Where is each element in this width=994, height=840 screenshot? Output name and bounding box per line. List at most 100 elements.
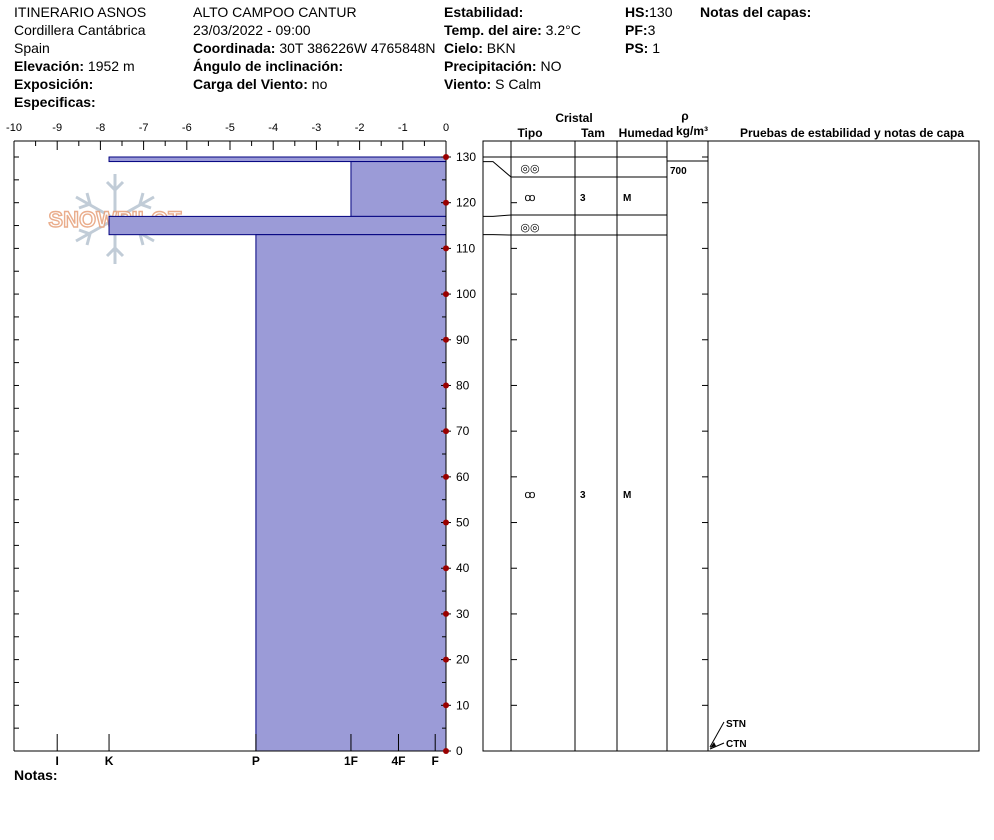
height-tick-label: 130: [456, 150, 476, 164]
height-tick-label: 0: [456, 744, 463, 758]
grain-size-value: 3: [580, 193, 586, 204]
temp-tick-label: -8: [96, 122, 106, 134]
header-pruebas: Pruebas de estabilidad y notas de capa: [740, 126, 964, 140]
header-col1: ITINERARIO ASNOS Cordillera Cantábrica S…: [14, 3, 146, 111]
header-line: HS:130: [625, 4, 673, 20]
temp-tick-label: -2: [355, 122, 365, 134]
temp-tick-label: -6: [182, 122, 192, 134]
layer-connector-line: [483, 161, 512, 178]
layer-table-frame: [482, 140, 980, 752]
header-line: Exposición:: [14, 76, 94, 92]
header-tam: Tam: [581, 126, 605, 140]
height-tick-label: 90: [456, 333, 470, 347]
header-col5: Notas del capas:: [700, 3, 811, 21]
header-line: Estabilidad:: [444, 4, 524, 20]
height-tick-label: 110: [456, 241, 475, 255]
height-marker: [443, 382, 449, 389]
header-line: ALTO CAMPOO CANTUR: [193, 4, 357, 20]
hardness-tick-label: 1F: [344, 754, 358, 768]
hardness-tick-label: 4F: [391, 754, 405, 768]
hardness-tick-label: K: [105, 754, 114, 768]
notes-label: Notas:: [14, 767, 58, 783]
header-line: Coordinada: 30T 386226W 4765848N: [193, 40, 436, 56]
test-arrow-icon: [710, 742, 716, 748]
height-marker: [443, 519, 449, 526]
height-marker: [443, 154, 449, 160]
temp-tick-label: -5: [225, 122, 235, 134]
height-tick-label: 100: [456, 287, 476, 301]
header-line: Carga del Viento: no: [193, 76, 328, 92]
header-line: Temp. del aire: 3.2°C: [444, 22, 581, 38]
layer-connector-line: [483, 214, 512, 217]
temp-tick-label: -7: [139, 122, 149, 134]
grain-size-value: 3: [580, 490, 586, 501]
hardness-layer-bar: [108, 215, 447, 236]
header-line: Cielo: BKN: [444, 40, 516, 56]
header-line: ITINERARIO ASNOS: [14, 4, 147, 20]
temp-tick-label: -3: [312, 122, 322, 134]
grain-type-symbol: ◎◎: [520, 222, 539, 234]
grain-type-symbol: ◎◎: [520, 163, 539, 175]
hardness-layer-bar: [108, 156, 447, 163]
height-tick-label: 40: [456, 561, 470, 575]
hardness-layer-bar: [350, 161, 447, 217]
hardness-tick-label: P: [252, 754, 260, 768]
header-line: Notas del capas:: [700, 4, 812, 20]
height-marker: [443, 748, 449, 754]
temp-tick-label: -1: [398, 122, 408, 134]
header-col4: HS:130 PF:3 PS: 1: [625, 3, 672, 57]
header-humedad: Humedad: [619, 126, 674, 140]
wetness-value: M: [623, 490, 631, 501]
hardness-layer-bar: [255, 234, 447, 752]
height-marker: [443, 702, 449, 709]
header-line: Elevación: 1952 m: [14, 58, 135, 74]
header-line: Viento: S Calm: [444, 76, 541, 92]
header-line: Precipitación: NO: [444, 58, 562, 74]
header-line: PS: 1: [625, 40, 661, 56]
height-marker: [443, 656, 449, 663]
height-marker: [443, 473, 449, 480]
test-label-stn: STN: [726, 719, 746, 730]
height-tick-label: 60: [456, 470, 470, 484]
height-marker: [443, 245, 449, 252]
header-line: Spain: [14, 40, 50, 56]
height-tick-label: 70: [456, 424, 470, 438]
ctn-pointer: [709, 742, 725, 750]
hardness-tick-label: F: [432, 754, 439, 768]
layers-group: [108, 156, 447, 752]
header-cristal: Cristal: [555, 111, 592, 125]
height-marker: [443, 199, 449, 206]
wetness-value: M: [623, 193, 631, 204]
header-col2: ALTO CAMPOO CANTUR 23/03/2022 - 09:00 Co…: [193, 3, 436, 93]
density-value: 700: [670, 166, 687, 177]
grain-type-symbol: ꝏ: [524, 192, 535, 204]
table-group: Cristal ρ Tipo Tam Humedad kg/m³ Pruebas de es…: [482, 109, 980, 752]
height-tick-label: 50: [456, 516, 470, 530]
height-marker: [443, 610, 449, 617]
header-line: 23/03/2022 - 09:00: [193, 22, 311, 38]
header-line: Especificas:: [14, 94, 96, 110]
header-rho: ρ: [681, 109, 688, 123]
header-line: PF:3: [625, 22, 656, 38]
stn-pointer: [709, 721, 725, 748]
temp-tick-label: 0: [443, 122, 449, 134]
hardness-tick-label: I: [56, 754, 59, 768]
height-tick-label: 120: [456, 196, 476, 210]
height-marker: [443, 336, 449, 343]
height-tick-label: 20: [456, 653, 470, 667]
height-marker: [443, 565, 449, 572]
grain-type-symbol: ꝏ: [524, 489, 535, 501]
header-tipo: Tipo: [517, 126, 542, 140]
height-marker: [443, 428, 449, 435]
axes-group: -10 -9 -8 -7 -6 -5 -4 -3 -2 -1 0130120110100908070…: [6, 122, 476, 768]
height-tick-label: 10: [456, 698, 470, 712]
header-line: Cordillera Cantábrica: [14, 22, 146, 38]
height-marker: [443, 291, 449, 298]
header-density-unit: kg/m³: [676, 124, 708, 138]
test-label-ctn: CTN: [726, 739, 747, 750]
temp-tick-label: -10: [6, 122, 22, 134]
height-tick-label: 30: [456, 607, 470, 621]
temp-tick-label: -4: [268, 122, 278, 134]
height-tick-label: 80: [456, 378, 470, 392]
